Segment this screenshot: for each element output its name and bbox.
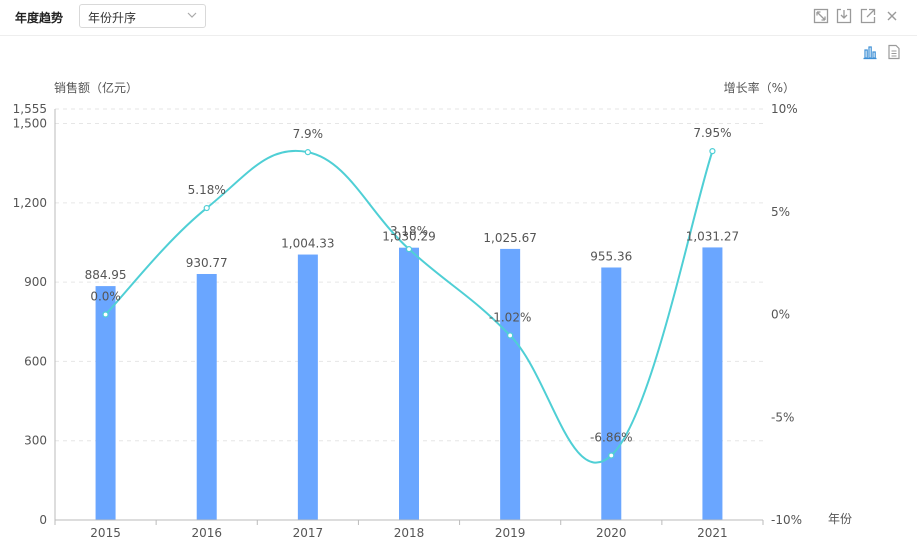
bar-value-label: 1,031.27: [686, 229, 739, 243]
y2-axis-title: 增长率（%）: [724, 80, 795, 95]
bar[interactable]: [500, 248, 521, 521]
document-view-icon[interactable]: [886, 44, 902, 60]
growth-rate-point[interactable]: [203, 204, 210, 212]
y2-tick-label: -5%: [771, 410, 794, 424]
y2-tick-label: 0%: [771, 308, 790, 322]
label-layer: 884.95 930.77 1,004.33 1,030.29 1,025.67 955.…: [85, 126, 740, 444]
bar[interactable]: [702, 247, 723, 520]
y-tick-label: 900: [24, 275, 47, 289]
download-icon[interactable]: [836, 8, 852, 24]
y-tick-label: 300: [24, 434, 47, 448]
y2-tick-label: 5%: [771, 205, 790, 219]
growth-rate-label: 3.18%: [390, 224, 428, 238]
panel-title: 年度趋势: [15, 11, 64, 25]
growth-rate-point[interactable]: [507, 332, 514, 339]
y2-tick-label: -10%: [771, 513, 802, 527]
close-icon[interactable]: [884, 8, 900, 24]
bar[interactable]: [601, 267, 622, 520]
bar[interactable]: [399, 247, 419, 520]
y-axis-title: 销售额（亿元）: [54, 80, 138, 95]
growth-rate-point[interactable]: [608, 452, 615, 459]
bar-value-label: 884.95: [85, 268, 127, 282]
x-tick-label: 2021: [697, 526, 728, 540]
x-tick-label: 2016: [191, 526, 222, 540]
growth-rate-label: -1.02%: [489, 310, 531, 324]
bar[interactable]: [196, 273, 217, 520]
y-tick-label: 0: [39, 513, 47, 527]
growth-rate-point[interactable]: [709, 148, 716, 155]
chevron-down-icon: [187, 12, 197, 18]
x-axis-title: 年份: [828, 512, 852, 526]
x-tick-label: 2020: [596, 526, 627, 540]
x-tick-label: 2019: [495, 526, 526, 540]
y-tick-label: 1,555: [13, 102, 47, 116]
growth-rate-label: -6.86%: [590, 430, 632, 444]
growth-rate-point[interactable]: [102, 311, 109, 318]
fullscreen-icon[interactable]: [813, 8, 829, 24]
sort-order-value: 年份升序: [88, 11, 137, 25]
bar[interactable]: [297, 254, 318, 520]
growth-rate-label: 7.9%: [293, 127, 324, 141]
line-layer: [102, 148, 716, 464]
sort-order-select[interactable]: 年份升序: [79, 4, 206, 28]
y-tick-label: 1,200: [13, 196, 47, 210]
panel-header: 年度趋势 年份升序: [0, 0, 917, 36]
growth-rate-point[interactable]: [405, 246, 413, 253]
bar[interactable]: [95, 286, 116, 520]
bar-chart-view-icon[interactable]: [862, 44, 878, 60]
x-tick-label: 2018: [394, 526, 425, 540]
y-tick-label: 1,500: [13, 117, 47, 131]
bars-layer: [95, 247, 723, 521]
x-tick-label: 2015: [90, 526, 121, 540]
x-tick-label: 2017: [293, 526, 324, 540]
growth-rate-label: 5.18%: [188, 183, 226, 197]
bar-value-label: 930.77: [186, 256, 228, 270]
open-external-icon[interactable]: [860, 8, 876, 24]
y-tick-label: 600: [24, 354, 47, 368]
growth-rate-point[interactable]: [304, 149, 311, 156]
growth-rate-label: 0.0%: [90, 290, 121, 304]
bar-value-label: 1,030.29: [382, 230, 435, 244]
bar-value-label: 1,004.33: [281, 237, 334, 251]
y2-tick-label: 10%: [771, 102, 798, 116]
growth-rate-label: 7.95%: [693, 126, 731, 140]
bar-value-label: 1,025.67: [483, 231, 536, 245]
bar-value-label: 955.36: [590, 249, 632, 263]
